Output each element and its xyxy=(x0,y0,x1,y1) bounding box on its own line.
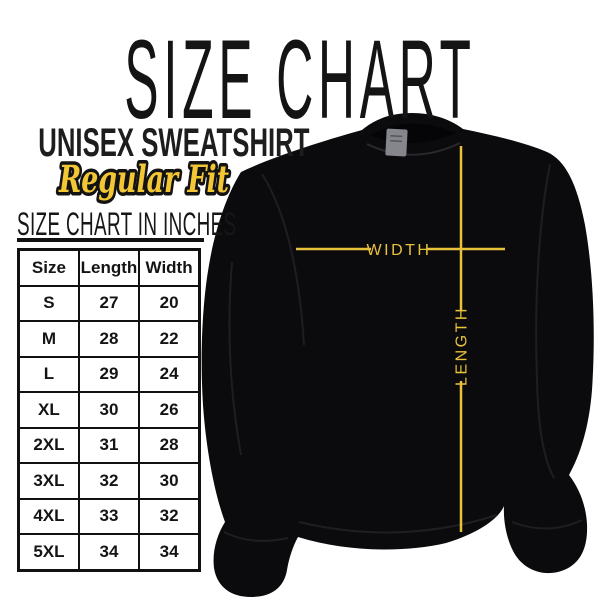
product-header: UNISEX SWEATSHIRT Regular Fit xyxy=(0,120,309,206)
table-row: XL 30 26 xyxy=(17,391,201,429)
cell-width: 22 xyxy=(138,320,201,358)
cell-width: 30 xyxy=(138,462,201,500)
cell-length: 32 xyxy=(77,462,141,500)
cell-size: 5XL xyxy=(17,533,80,571)
cell-width: 34 xyxy=(138,533,201,571)
fit-script-graphic: Regular Fit xyxy=(55,154,233,205)
cell-size: XL xyxy=(17,391,80,429)
width-label: WIDTH xyxy=(367,242,432,259)
cell-width: 24 xyxy=(138,355,201,393)
cell-length: 34 xyxy=(77,533,141,571)
cell-size: 2XL xyxy=(17,426,80,464)
page-title: SIZE CHART xyxy=(124,16,476,142)
section-heading-wrap: SIZE CHART IN INCHES xyxy=(17,206,331,242)
tag-print xyxy=(390,139,403,143)
cell-size: 4XL xyxy=(17,497,80,535)
section-underline xyxy=(17,238,204,242)
size-table: Size Length Width S 27 20 M 28 22 L 29 2… xyxy=(17,248,201,572)
table-row: 2XL 31 28 xyxy=(17,426,201,464)
table-header-row: Size Length Width xyxy=(17,248,201,287)
cell-size: S xyxy=(17,284,80,322)
cell-width: 20 xyxy=(138,284,201,322)
cell-length: 29 xyxy=(77,355,141,393)
cell-width: 28 xyxy=(138,426,201,464)
table-row: S 27 20 xyxy=(17,284,201,322)
table-row: 5XL 34 34 xyxy=(17,533,201,571)
sweatshirt-silhouette xyxy=(201,113,594,597)
cell-width: 26 xyxy=(138,391,201,429)
length-label: LENGTH xyxy=(454,306,471,386)
section-heading: SIZE CHART IN INCHES xyxy=(17,206,237,242)
table-row: M 28 22 xyxy=(17,320,201,358)
collar-band-seam xyxy=(366,142,461,156)
cell-length: 27 xyxy=(77,284,141,322)
tag-print xyxy=(390,134,403,138)
cell-size: 3XL xyxy=(17,462,80,500)
product-name: UNISEX SWEATSHIRT xyxy=(38,120,310,165)
cell-length: 33 xyxy=(77,497,141,535)
cell-length: 31 xyxy=(77,426,141,464)
fit-label: Regular Fit xyxy=(58,157,229,201)
cell-length: 30 xyxy=(77,391,141,429)
page-title-wrap: SIZE CHART xyxy=(0,14,600,142)
col-header-size: Size xyxy=(17,248,80,287)
measure-lines xyxy=(296,146,505,532)
col-header-length: Length xyxy=(77,248,141,287)
table-row: 3XL 32 30 xyxy=(17,462,201,500)
cell-width: 32 xyxy=(138,497,201,535)
table-row: L 29 24 xyxy=(17,355,201,393)
cell-size: L xyxy=(17,355,80,393)
table-row: 4XL 33 32 xyxy=(17,497,201,535)
cell-length: 28 xyxy=(77,320,141,358)
cell-size: M xyxy=(17,320,80,358)
fabric-creases xyxy=(223,163,583,542)
col-header-width: Width xyxy=(138,248,201,287)
